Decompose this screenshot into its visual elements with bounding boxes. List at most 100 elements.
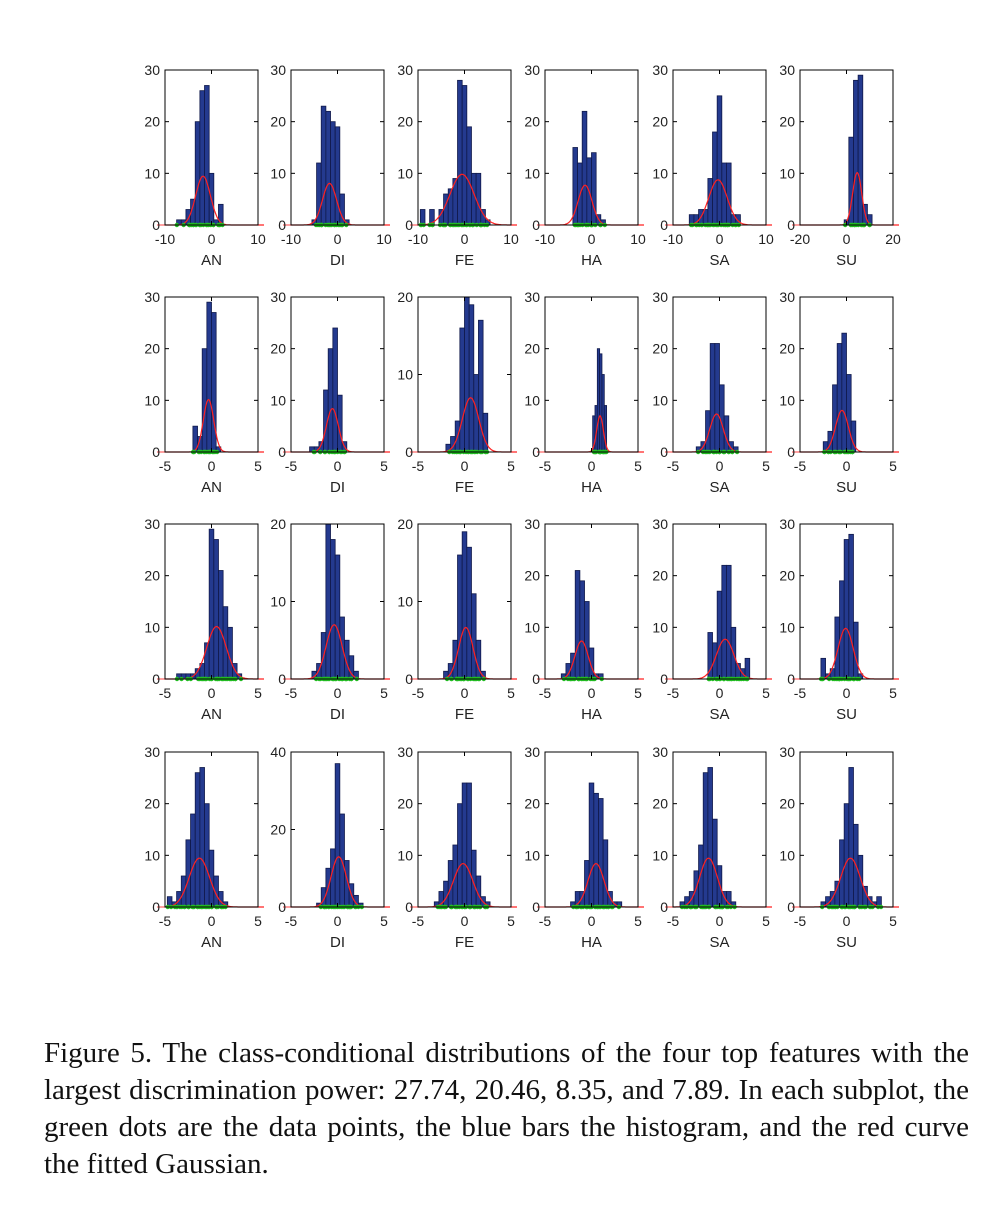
histogram-bar (194, 121, 201, 226)
y-tick-label: 30 (652, 62, 668, 78)
y-tick-label: 20 (524, 341, 540, 357)
y-tick-label: 10 (397, 165, 413, 181)
histogram-bar (471, 172, 477, 226)
y-tick-label: 10 (652, 392, 668, 408)
x-tick-label: 5 (889, 913, 897, 929)
histogram-bar (459, 327, 465, 453)
x-tick-label: 5 (254, 685, 262, 701)
x-tick-label: 0 (334, 458, 342, 474)
histogram-bar (574, 570, 581, 680)
histogram-bar (482, 412, 489, 453)
y-tick-label: 10 (652, 165, 668, 181)
histogram-bar (707, 767, 713, 908)
x-tick-label: 5 (634, 685, 642, 701)
x-axis-label: SA (709, 706, 729, 723)
y-tick-label: 10 (144, 847, 160, 863)
y-tick-label: 20 (144, 114, 160, 130)
y-tick-label: 20 (652, 114, 668, 130)
histogram-bar (827, 430, 833, 453)
y-tick-label: 30 (144, 516, 160, 532)
y-tick-label: 20 (652, 796, 668, 812)
x-tick-label: 0 (334, 231, 342, 247)
y-tick-label: 30 (779, 289, 795, 305)
y-tick-label: 10 (524, 619, 540, 635)
y-tick-label: 20 (524, 114, 540, 130)
histogram-bar (707, 178, 713, 226)
x-tick-label: 5 (889, 458, 897, 474)
histogram-bar (721, 564, 727, 680)
histogram-bar (712, 131, 718, 226)
y-tick-label: 20 (779, 341, 795, 357)
figure-caption: Figure 5. The class-conditional distribu… (44, 1037, 969, 1180)
x-tick-label: -10 (155, 231, 175, 247)
y-tick-label: 20 (397, 289, 413, 305)
histogram-bar (712, 642, 718, 680)
y-tick-label: 20 (397, 114, 413, 130)
x-tick-label: -5 (159, 685, 172, 701)
x-tick-label: 5 (380, 685, 388, 701)
x-tick-label: 10 (758, 231, 774, 247)
y-tick-label: 30 (652, 744, 668, 760)
y-tick-label: 0 (532, 444, 540, 460)
x-tick-label: -10 (535, 231, 555, 247)
histogram-bar (466, 126, 472, 226)
histogram-bar (726, 564, 732, 680)
histogram-bar (461, 85, 468, 226)
x-tick-label: 0 (461, 458, 469, 474)
x-tick-label: 10 (250, 231, 266, 247)
histogram-bar (464, 296, 470, 453)
x-axis-label: FE (455, 252, 474, 269)
y-tick-label: 10 (652, 847, 668, 863)
x-axis-label: HA (581, 479, 602, 496)
y-tick-label: 30 (144, 744, 160, 760)
histogram-bar (457, 554, 463, 680)
y-tick-label: 20 (270, 114, 286, 130)
y-tick-label: 0 (787, 671, 795, 687)
x-tick-label: 0 (716, 231, 724, 247)
x-tick-label: 0 (208, 685, 216, 701)
x-axis-label: SA (709, 479, 729, 496)
x-tick-label: -5 (794, 685, 807, 701)
x-tick-label: 0 (588, 685, 596, 701)
x-tick-label: 0 (461, 231, 469, 247)
histogram-bar (834, 616, 840, 680)
x-tick-label: 5 (889, 685, 897, 701)
y-tick-label: 0 (532, 671, 540, 687)
histogram-bar (330, 121, 336, 226)
x-axis-label: HA (581, 934, 602, 951)
histogram-bar (325, 523, 331, 680)
y-tick-label: 30 (270, 289, 286, 305)
x-axis-label: DI (330, 479, 345, 496)
y-tick-label: 0 (278, 444, 286, 460)
histogram-bar (848, 767, 854, 908)
histogram-bar (726, 162, 732, 226)
y-tick-label: 30 (779, 62, 795, 78)
x-axis-label: DI (330, 252, 345, 269)
histogram-bar (334, 763, 341, 908)
y-tick-label: 10 (652, 619, 668, 635)
histogram-bar (443, 193, 449, 226)
histogram-bar (218, 570, 224, 680)
histogram-bar (201, 348, 208, 453)
histogram-bar (332, 327, 338, 453)
x-tick-label: 0 (208, 458, 216, 474)
x-tick-label: 0 (716, 913, 724, 929)
x-tick-label: 5 (762, 685, 770, 701)
y-tick-label: 20 (144, 568, 160, 584)
y-tick-label: 0 (405, 444, 413, 460)
x-tick-label: 0 (334, 913, 342, 929)
x-tick-label: 5 (634, 913, 642, 929)
x-tick-label: -5 (285, 458, 298, 474)
y-tick-label: 30 (144, 289, 160, 305)
